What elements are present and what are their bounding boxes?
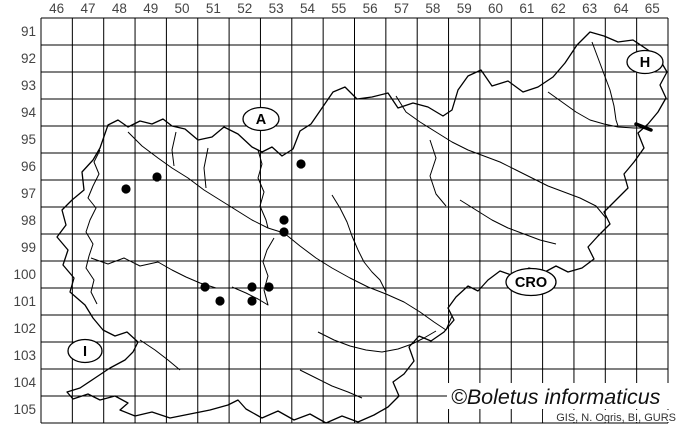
occurrence-dot — [215, 296, 225, 306]
river — [299, 369, 363, 399]
row-label: 93 — [21, 78, 36, 93]
river — [127, 131, 453, 331]
row-label: 104 — [13, 375, 36, 390]
river — [85, 149, 101, 305]
row-label: 99 — [21, 240, 36, 255]
occurrence-dot — [279, 215, 289, 225]
river — [231, 237, 275, 306]
row-label: 103 — [13, 348, 36, 363]
col-label: 60 — [488, 1, 503, 16]
row-label: 101 — [13, 294, 36, 309]
occurrence-dot — [247, 282, 257, 292]
row-label: 102 — [13, 321, 36, 336]
col-label: 49 — [143, 1, 158, 16]
river — [90, 257, 217, 289]
col-label: 61 — [519, 1, 534, 16]
col-label: 48 — [112, 1, 127, 16]
country-label-i: I — [83, 344, 87, 360]
col-label: 57 — [394, 1, 409, 16]
river — [459, 199, 557, 245]
row-label: 96 — [21, 159, 36, 174]
occurrence-dot — [152, 172, 162, 182]
col-label: 47 — [81, 1, 96, 16]
neighbor-country-labels: A H CRO I — [67, 49, 664, 364]
col-label: 63 — [582, 1, 597, 16]
river — [171, 131, 177, 167]
occurrence-dot — [200, 282, 210, 292]
country-label-a: A — [256, 112, 267, 128]
col-label: 51 — [206, 1, 221, 16]
row-label: 94 — [21, 105, 37, 120]
grid-row-labels: 91 92 93 94 95 96 97 98 99 100 101 102 103 104 105 — [13, 24, 36, 417]
river — [317, 330, 437, 353]
utm-grid — [40, 17, 669, 424]
col-label: 65 — [645, 1, 660, 16]
river — [591, 41, 619, 127]
occurrence-dot — [264, 282, 274, 292]
occurrence-dot — [247, 296, 257, 306]
col-label: 62 — [551, 1, 566, 16]
river — [547, 91, 648, 129]
occurrence-dot — [279, 227, 289, 237]
country-label-cro: CRO — [515, 275, 547, 291]
grid-column-labels: 46 47 48 49 50 51 52 53 54 55 56 57 58 59 60 61 62 63 64 65 — [49, 1, 660, 16]
credits-text: GIS, N. Ogris, BI, GURS — [556, 412, 676, 424]
river — [395, 95, 607, 219]
col-label: 50 — [175, 1, 190, 16]
col-label: 59 — [457, 1, 472, 16]
row-label: 97 — [21, 186, 36, 201]
col-label: 55 — [331, 1, 346, 16]
country-ellipse-h — [626, 49, 664, 75]
col-label: 54 — [300, 1, 316, 16]
col-label: 64 — [613, 1, 629, 16]
occurrence-dots — [121, 159, 306, 306]
country-ellipse-cro — [505, 267, 557, 297]
river — [257, 149, 269, 229]
country-ellipse-i — [67, 338, 103, 364]
watermark-background — [447, 383, 680, 409]
col-label: 53 — [269, 1, 284, 16]
river — [429, 139, 447, 207]
row-label: 100 — [13, 267, 36, 282]
river — [203, 147, 209, 189]
row-label: 91 — [21, 24, 36, 39]
slovenia-border — [56, 31, 668, 424]
watermark-text: ©Boletus informaticus — [451, 385, 661, 409]
occurrence-dot — [296, 159, 306, 169]
col-label: 46 — [49, 1, 64, 16]
river-confluence — [634, 122, 653, 132]
row-label: 92 — [21, 51, 36, 66]
rivers — [85, 41, 653, 399]
col-label: 58 — [425, 1, 440, 16]
credits-background — [543, 410, 680, 422]
occurrence-dot — [121, 184, 131, 194]
row-label: 105 — [13, 402, 36, 417]
river — [139, 339, 181, 371]
row-label: 98 — [21, 213, 36, 228]
row-label: 95 — [21, 132, 36, 147]
col-label: 52 — [237, 1, 252, 16]
country-label-h: H — [640, 55, 650, 71]
river — [331, 194, 387, 293]
col-label: 56 — [363, 1, 378, 16]
country-ellipse-a — [242, 106, 280, 132]
